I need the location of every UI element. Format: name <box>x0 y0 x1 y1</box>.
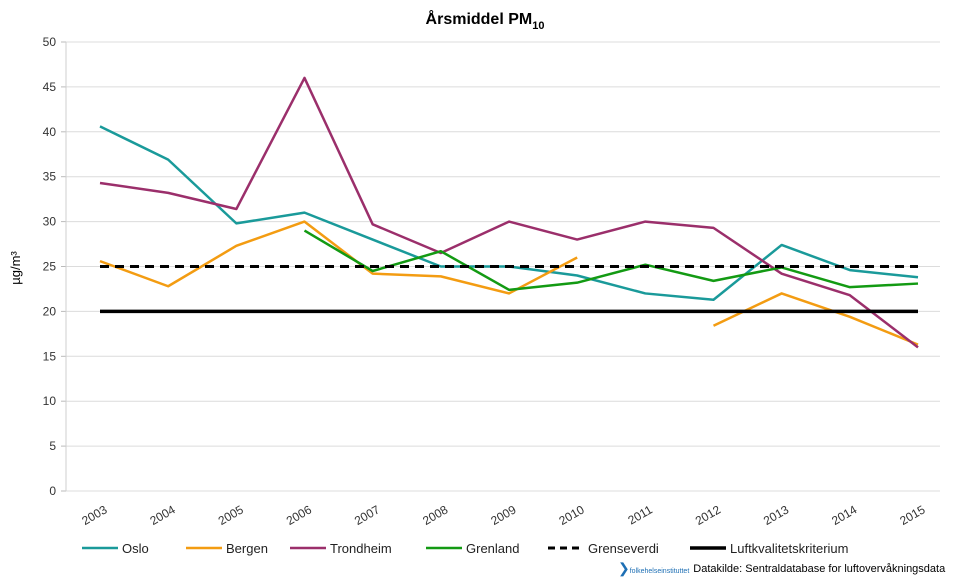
y-tick-label: 40 <box>43 125 57 139</box>
x-tick-label: 2008 <box>420 502 450 528</box>
legend-label: Grenland <box>466 541 519 556</box>
x-tick-label: 2015 <box>897 502 927 528</box>
series-line-trondheim <box>99 76 919 349</box>
legend-label: Trondheim <box>330 541 392 556</box>
y-tick-label: 0 <box>49 484 56 498</box>
x-tick-label: 2007 <box>352 502 382 528</box>
legend-label: Luftkvalitetskriterium <box>730 541 848 556</box>
x-tick-label: 2003 <box>79 502 109 528</box>
x-tick-label: 2005 <box>216 502 246 528</box>
x-tick-label: 2014 <box>829 502 859 528</box>
x-tick-label: 2010 <box>557 502 587 528</box>
x-tick-label: 2006 <box>284 502 314 528</box>
y-tick-label: 10 <box>43 394 57 408</box>
chart-title: Årsmiddel PM10 <box>426 9 545 32</box>
x-tick-label: 2012 <box>693 502 723 528</box>
series-line-oslo <box>99 125 919 301</box>
y-tick-label: 5 <box>49 439 56 453</box>
legend-label: Oslo <box>122 541 149 556</box>
x-tick-label: 2011 <box>625 502 655 527</box>
x-tick-label: 2009 <box>488 502 518 528</box>
y-tick-label: 50 <box>43 35 57 49</box>
legend-label: Grenseverdi <box>588 541 659 556</box>
data-source: Datakilde: Sentraldatabase for luftoverv… <box>693 562 946 575</box>
series-line-grenland <box>303 229 919 292</box>
footer: ❯folkehelseinstituttet Datakilde: Sentra… <box>618 560 945 577</box>
x-tick-label: 2004 <box>148 502 178 528</box>
series-line-bergen <box>712 292 919 346</box>
y-tick-label: 30 <box>43 215 57 229</box>
y-tick-label: 25 <box>43 260 57 274</box>
x-tick-label: 2013 <box>761 502 791 528</box>
y-tick-label: 20 <box>43 304 57 318</box>
y-tick-label: 35 <box>43 170 57 184</box>
y-tick-label: 15 <box>43 349 57 363</box>
folkehelseinstituttet-logo: ❯folkehelseinstituttet <box>618 560 690 576</box>
y-axis-label: µg/m³ <box>8 251 23 285</box>
y-tick-label: 45 <box>43 80 57 94</box>
series-line-bergen <box>99 220 578 295</box>
legend-label: Bergen <box>226 541 268 556</box>
